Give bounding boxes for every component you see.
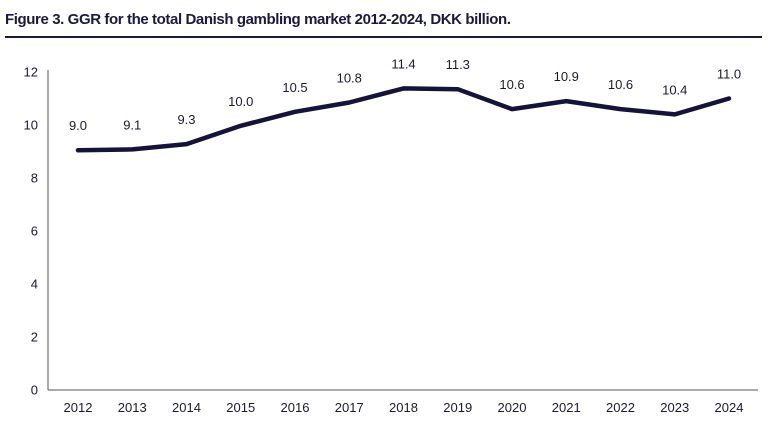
- x-tick-label: 2017: [335, 400, 364, 415]
- data-label: 10.5: [282, 80, 307, 95]
- data-label: 11.4: [391, 56, 415, 71]
- y-tick-label: 6: [31, 224, 38, 239]
- x-tick-label: 2019: [443, 400, 472, 415]
- x-tick-label: 2022: [606, 400, 635, 415]
- y-tick-label: 4: [31, 277, 38, 292]
- data-label: 9.1: [123, 117, 141, 132]
- y-tick-label: 0: [31, 383, 38, 398]
- x-tick-label: 2015: [226, 400, 255, 415]
- series-group: [75, 86, 732, 153]
- data-label: 10.8: [337, 70, 362, 85]
- series-line: [75, 86, 732, 153]
- x-axis-ticks: 2012 2013 2014 2015 2016 2017 2018 2019 2020 2021…: [64, 400, 744, 415]
- y-tick-label: 10: [24, 118, 38, 133]
- x-tick-label: 2023: [660, 400, 689, 415]
- title-divider: [5, 36, 762, 38]
- data-label: 10.6: [499, 77, 524, 92]
- data-label: 10.0: [228, 94, 253, 109]
- y-tick-label: 12: [24, 65, 38, 80]
- x-tick-label: 2013: [118, 400, 147, 415]
- x-tick-label: 2012: [64, 400, 93, 415]
- y-tick-label: 2: [31, 330, 38, 345]
- x-tick-label: 2018: [389, 400, 418, 415]
- x-tick-label: 2020: [498, 400, 527, 415]
- figure-title: Figure 3. GGR for the total Danish gambl…: [5, 11, 511, 28]
- x-tick-label: 2021: [552, 400, 581, 415]
- data-label: 9.0: [69, 118, 87, 133]
- data-labels: 9.0 9.1 9.3 10.0 10.5 10.8 11.4 11.3 10.6 10.9 10.…: [69, 56, 741, 133]
- x-tick-label: 2016: [281, 400, 310, 415]
- data-label: 10.9: [554, 69, 579, 84]
- data-label: 11.3: [446, 57, 470, 72]
- x-tick-label: 2024: [715, 400, 744, 415]
- data-label: 10.4: [662, 82, 687, 97]
- x-tick-label: 2014: [172, 400, 201, 415]
- y-axis-ticks: 0 2 4 6 8 10 12: [24, 65, 38, 398]
- chart-axes: [47, 70, 758, 391]
- data-label: 10.6: [608, 77, 633, 92]
- data-label: 9.3: [177, 112, 195, 127]
- y-tick-label: 8: [31, 171, 38, 186]
- data-label: 11.0: [717, 67, 741, 82]
